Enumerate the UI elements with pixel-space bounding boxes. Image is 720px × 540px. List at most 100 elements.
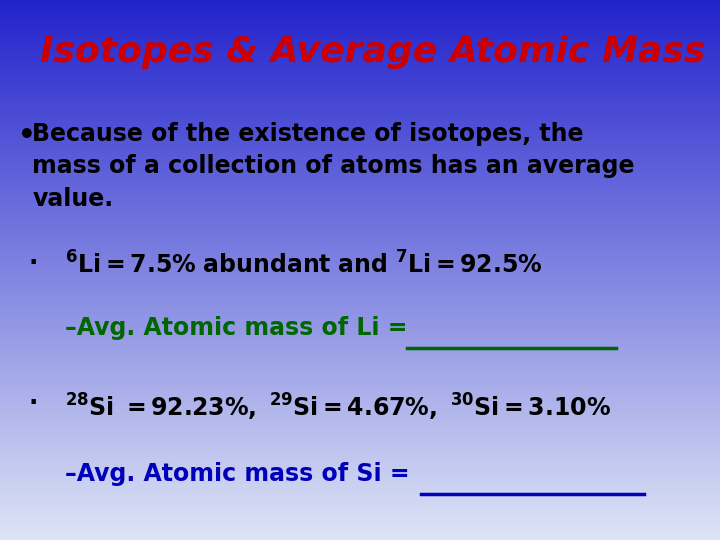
Bar	[0, 340, 720, 342]
Bar	[0, 76, 720, 77]
Bar	[0, 160, 720, 162]
Bar	[0, 234, 720, 236]
Text: •: •	[18, 122, 36, 150]
Bar	[0, 92, 720, 93]
Bar	[0, 59, 720, 61]
Bar	[0, 15, 720, 16]
Bar	[0, 115, 720, 117]
Bar	[0, 36, 720, 38]
Bar	[0, 457, 720, 459]
Bar	[0, 42, 720, 43]
Bar	[0, 455, 720, 457]
Bar	[0, 493, 720, 495]
Bar	[0, 362, 720, 363]
Bar	[0, 72, 720, 74]
Bar	[0, 16, 720, 18]
Text: $\mathbf{^{28}}$$\mathbf{Si\ = 92.23\%,\ }$$\mathbf{^{29}}$$\mathbf{Si = 4.67\%,: $\mathbf{^{28}}$$\mathbf{Si\ = 92.23\%,\…	[65, 392, 611, 423]
Bar	[0, 432, 720, 434]
Bar	[0, 299, 720, 301]
Bar	[0, 374, 720, 376]
Bar	[0, 439, 720, 441]
Bar	[0, 396, 720, 398]
Bar	[0, 434, 720, 436]
Bar	[0, 360, 720, 362]
Bar	[0, 239, 720, 241]
Bar	[0, 518, 720, 520]
Bar	[0, 531, 720, 533]
Bar	[0, 135, 720, 137]
Bar	[0, 216, 720, 218]
Bar	[0, 211, 720, 212]
Bar	[0, 180, 720, 182]
Bar	[0, 363, 720, 366]
Bar	[0, 479, 720, 481]
Bar	[0, 5, 720, 7]
Bar	[0, 346, 720, 347]
Bar	[0, 533, 720, 535]
Bar	[0, 436, 720, 437]
Bar	[0, 81, 720, 83]
Bar	[0, 261, 720, 263]
Bar	[0, 389, 720, 390]
Bar	[0, 9, 720, 11]
Bar	[0, 306, 720, 308]
Bar	[0, 124, 720, 126]
Bar	[0, 139, 720, 140]
Bar	[0, 509, 720, 511]
Bar	[0, 290, 720, 292]
Bar	[0, 508, 720, 509]
Bar	[0, 517, 720, 518]
Bar	[0, 151, 720, 153]
Bar	[0, 378, 720, 380]
Bar	[0, 112, 720, 113]
Bar	[0, 333, 720, 335]
Bar	[0, 390, 720, 393]
Bar	[0, 475, 720, 477]
Bar	[0, 155, 720, 157]
Text: Isotopes & Average Atomic Mass: Isotopes & Average Atomic Mass	[40, 35, 705, 69]
Bar	[0, 275, 720, 277]
Bar	[0, 7, 720, 9]
Bar	[0, 265, 720, 266]
Bar	[0, 525, 720, 528]
Bar	[0, 297, 720, 299]
Bar	[0, 182, 720, 184]
Bar	[0, 157, 720, 158]
Bar	[0, 20, 720, 22]
Bar	[0, 231, 720, 232]
Bar	[0, 225, 720, 227]
Bar	[0, 147, 720, 150]
Bar	[0, 247, 720, 248]
Bar	[0, 535, 720, 536]
Bar	[0, 342, 720, 344]
Bar	[0, 236, 720, 238]
Bar	[0, 228, 720, 231]
Bar	[0, 383, 720, 385]
Bar	[0, 177, 720, 178]
Bar	[0, 218, 720, 220]
Bar	[0, 2, 720, 4]
Bar	[0, 324, 720, 326]
Bar	[0, 464, 720, 466]
Bar	[0, 421, 720, 423]
Bar	[0, 274, 720, 275]
Bar	[0, 88, 720, 90]
Bar	[0, 144, 720, 146]
Bar	[0, 104, 720, 106]
Bar	[0, 353, 720, 355]
Bar	[0, 140, 720, 142]
Bar	[0, 486, 720, 488]
Bar	[0, 488, 720, 490]
Bar	[0, 317, 720, 319]
Bar	[0, 99, 720, 101]
Bar	[0, 441, 720, 443]
Bar	[0, 174, 720, 177]
Bar	[0, 437, 720, 439]
Bar	[0, 423, 720, 425]
Bar	[0, 319, 720, 320]
Bar	[0, 371, 720, 373]
Bar	[0, 254, 720, 255]
Text: Because of the existence of isotopes, the
mass of a collection of atoms has an a: Because of the existence of isotopes, th…	[32, 122, 635, 211]
Bar	[0, 248, 720, 250]
Bar	[0, 385, 720, 387]
